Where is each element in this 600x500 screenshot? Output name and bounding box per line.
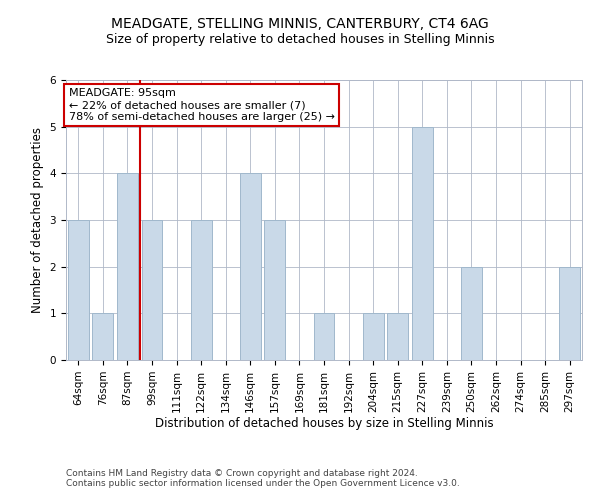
Bar <box>412 126 433 360</box>
Y-axis label: Number of detached properties: Number of detached properties <box>31 127 44 313</box>
Bar <box>117 174 138 360</box>
X-axis label: Distribution of detached houses by size in Stelling Minnis: Distribution of detached houses by size … <box>155 418 493 430</box>
Text: MEADGATE, STELLING MINNIS, CANTERBURY, CT4 6AG: MEADGATE, STELLING MINNIS, CANTERBURY, C… <box>111 18 489 32</box>
Text: Contains HM Land Registry data © Crown copyright and database right 2024.: Contains HM Land Registry data © Crown c… <box>66 468 418 477</box>
Bar <box>461 266 482 360</box>
Bar <box>92 314 113 360</box>
Bar <box>240 174 261 360</box>
Bar <box>559 266 580 360</box>
Bar <box>265 220 286 360</box>
Text: Contains public sector information licensed under the Open Government Licence v3: Contains public sector information licen… <box>66 478 460 488</box>
Text: Size of property relative to detached houses in Stelling Minnis: Size of property relative to detached ho… <box>106 32 494 46</box>
Bar <box>387 314 408 360</box>
Bar <box>362 314 383 360</box>
Bar <box>314 314 334 360</box>
Bar <box>142 220 163 360</box>
Bar <box>191 220 212 360</box>
Text: MEADGATE: 95sqm
← 22% of detached houses are smaller (7)
78% of semi-detached ho: MEADGATE: 95sqm ← 22% of detached houses… <box>68 88 335 122</box>
Bar <box>68 220 89 360</box>
